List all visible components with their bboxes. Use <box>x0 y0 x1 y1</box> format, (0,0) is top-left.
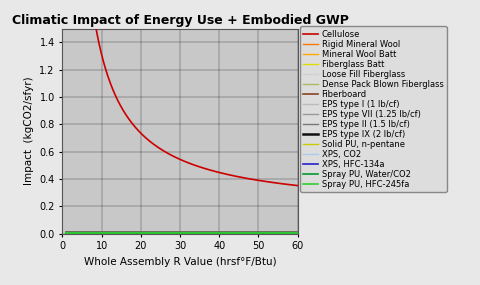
X-axis label: Whole Assembly R Value (hrsf°F/Btu): Whole Assembly R Value (hrsf°F/Btu) <box>84 257 276 267</box>
Legend: Cellulose, Rigid Mineral Wool, Mineral Wool Batt, Fiberglass Batt, Loose Fill Fi: Cellulose, Rigid Mineral Wool, Mineral W… <box>300 27 447 192</box>
Y-axis label: Impact  (kgCO2/sfyr): Impact (kgCO2/sfyr) <box>24 77 34 186</box>
Title: Climatic Impact of Energy Use + Embodied GWP: Climatic Impact of Energy Use + Embodied… <box>12 14 348 27</box>
